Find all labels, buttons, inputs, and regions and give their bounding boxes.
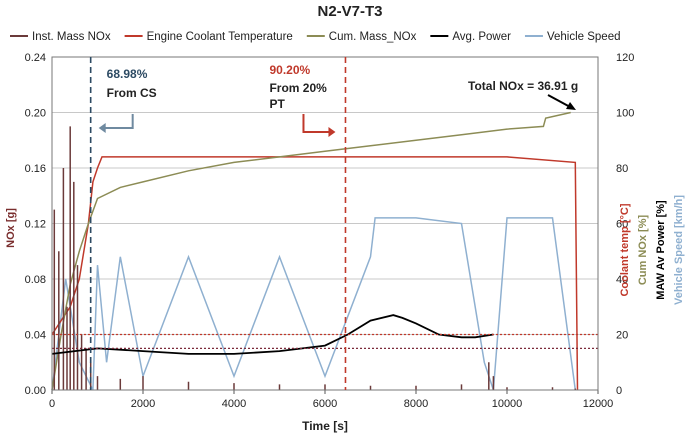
y-axis-label-right: MAW Av Power [%]	[655, 200, 667, 300]
annotation-arrowhead	[328, 127, 336, 137]
series-line	[51, 314, 494, 355]
total-nox-label: Total NOx = 36.91 g	[468, 79, 578, 93]
y-tick-label-left: 0.00	[25, 385, 46, 397]
annotation-pct: 68.98%	[107, 67, 148, 81]
y-tick-label-right: 20	[616, 330, 628, 342]
y-tick-label-right: 120	[616, 52, 634, 64]
y-tick-label-left: 0.04	[25, 330, 46, 342]
y-tick-label-right: 60	[616, 219, 628, 231]
y-axis-label-left: NOx [g]	[5, 208, 17, 248]
annotation-arrow	[302, 114, 332, 133]
y-axis-label-right: Coolant temp [°C]	[619, 203, 631, 296]
series-line	[51, 217, 577, 391]
y-axis-label-right: Cum NOx [%]	[637, 215, 649, 286]
series-line	[51, 156, 579, 391]
annotation-arrow	[100, 114, 134, 129]
y-tick-label-left: 0.24	[25, 52, 46, 64]
legend: Inst. Mass NOx Engine Coolant Temperature…	[10, 31, 621, 43]
plot-area	[51, 111, 598, 391]
annotation-label: From CS	[107, 86, 157, 100]
legend-label: Cum. Mass_NOx	[329, 31, 417, 43]
annotations: 68.98% From CS 90.20% From 20% PT Total NOx =…	[89, 57, 578, 390]
x-tick-label: 10000	[492, 398, 523, 410]
x-tick-label: 4000	[222, 398, 246, 410]
legend-label: Avg. Power	[452, 31, 511, 43]
annotation-label-2: PT	[269, 97, 285, 111]
y-tick-label-right: 0	[616, 385, 622, 397]
legend-label: Inst. Mass NOx	[32, 31, 111, 43]
x-tick-label: 8000	[404, 398, 428, 410]
y-tick-label-left: 0.08	[25, 274, 46, 286]
x-tick-label: 0	[49, 398, 55, 410]
annotation-pct: 90.20%	[269, 63, 310, 77]
y-tick-label-left: 0.20	[25, 108, 46, 120]
axes: 0.00 0.04 0.08 0.12 0.16 0.20 0.24 0 20 40 60 80 100…	[25, 52, 635, 410]
series-line	[53, 126, 577, 390]
x-tick-label: 2000	[131, 398, 155, 410]
legend-label: Engine Coolant Temperature	[147, 31, 293, 43]
y-tick-label-right: 40	[616, 274, 628, 286]
x-tick-label: 12000	[583, 398, 614, 410]
legend-label: Vehicle Speed	[547, 31, 621, 43]
gridlines	[52, 56, 598, 391]
y-tick-label-right: 80	[616, 163, 628, 175]
series-line	[51, 111, 571, 391]
plot-frame	[51, 56, 599, 391]
chart-title: N2-V7-T3	[317, 3, 382, 20]
y-tick-label-right: 100	[616, 108, 634, 120]
annotation-label: From 20%	[269, 81, 327, 95]
y-axis-label-right: Vehicle Speed [km/h]	[673, 195, 685, 305]
total-arrowhead	[566, 102, 576, 110]
right-axis-labels: Coolant temp [°C] Cum NOx [%] MAW Av Power…	[619, 195, 685, 305]
y-tick-label-left: 0.12	[25, 219, 46, 231]
x-tick-label: 6000	[313, 398, 337, 410]
y-tick-label-left: 0.16	[25, 163, 46, 175]
x-axis-label: Time [s]	[302, 419, 348, 433]
annotation-arrowhead	[98, 123, 106, 133]
